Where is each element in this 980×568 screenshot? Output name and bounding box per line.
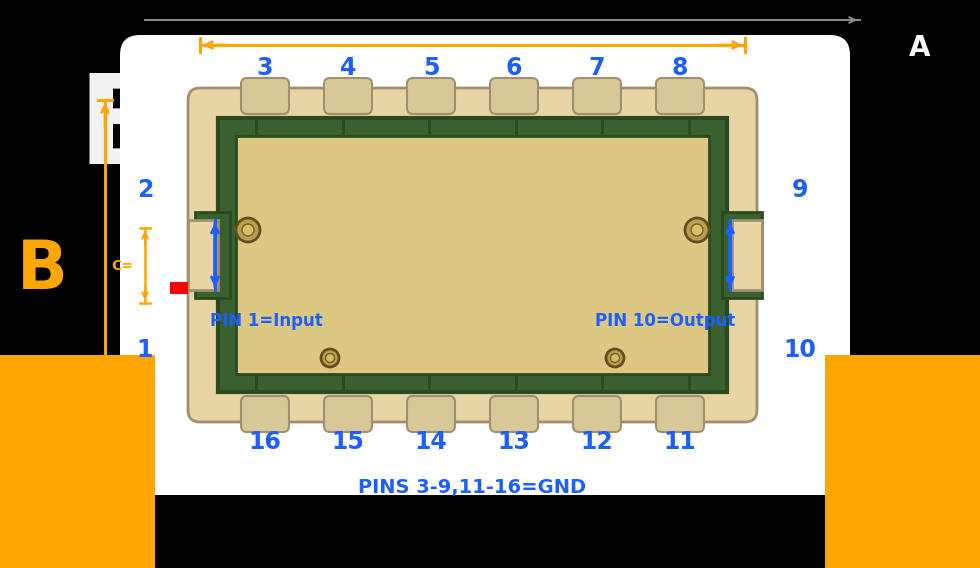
Text: C=: C= xyxy=(111,258,133,273)
FancyBboxPatch shape xyxy=(324,78,372,114)
FancyBboxPatch shape xyxy=(490,396,538,432)
FancyBboxPatch shape xyxy=(656,396,704,432)
Circle shape xyxy=(611,353,619,362)
Text: 9: 9 xyxy=(792,178,808,202)
FancyBboxPatch shape xyxy=(656,78,704,114)
Text: PINS 3-9,11-16=GND: PINS 3-9,11-16=GND xyxy=(358,478,586,497)
Circle shape xyxy=(606,349,624,367)
Circle shape xyxy=(691,224,703,236)
Text: 13: 13 xyxy=(498,430,530,454)
Bar xyxy=(825,355,980,568)
Text: 11: 11 xyxy=(663,430,697,454)
FancyBboxPatch shape xyxy=(490,78,538,114)
FancyBboxPatch shape xyxy=(324,396,372,432)
Bar xyxy=(188,220,218,290)
Text: 10: 10 xyxy=(784,338,816,362)
Circle shape xyxy=(321,349,339,367)
Circle shape xyxy=(325,353,334,362)
Text: 16: 16 xyxy=(249,430,281,454)
Bar xyxy=(170,282,188,294)
Text: PIN 10=Output: PIN 10=Output xyxy=(595,312,735,330)
Text: B: B xyxy=(77,69,172,190)
Text: 7: 7 xyxy=(589,56,606,80)
Bar xyxy=(732,220,762,290)
Text: 15: 15 xyxy=(331,430,365,454)
Text: 2: 2 xyxy=(137,178,153,202)
FancyBboxPatch shape xyxy=(120,35,850,495)
FancyBboxPatch shape xyxy=(188,88,757,422)
Text: PIN 1=Input: PIN 1=Input xyxy=(210,312,322,330)
Text: 12: 12 xyxy=(580,430,613,454)
Bar xyxy=(0,355,155,568)
Text: A: A xyxy=(909,34,931,62)
Text: B: B xyxy=(17,237,68,303)
Text: 4: 4 xyxy=(340,56,356,80)
Text: 6: 6 xyxy=(506,56,522,80)
Text: 3: 3 xyxy=(257,56,273,80)
Text: 14: 14 xyxy=(415,430,448,454)
Circle shape xyxy=(685,218,709,242)
Text: A: A xyxy=(131,47,185,114)
FancyBboxPatch shape xyxy=(407,396,455,432)
FancyBboxPatch shape xyxy=(241,396,289,432)
Circle shape xyxy=(242,224,254,236)
Bar xyxy=(236,136,709,374)
FancyBboxPatch shape xyxy=(573,396,621,432)
FancyBboxPatch shape xyxy=(573,78,621,114)
Bar xyxy=(195,212,230,298)
Bar xyxy=(218,118,727,392)
Bar xyxy=(722,212,762,298)
Text: 8: 8 xyxy=(671,56,688,80)
Text: 1: 1 xyxy=(137,338,153,362)
FancyBboxPatch shape xyxy=(241,78,289,114)
Text: 5: 5 xyxy=(422,56,439,80)
Circle shape xyxy=(236,218,260,242)
FancyBboxPatch shape xyxy=(407,78,455,114)
